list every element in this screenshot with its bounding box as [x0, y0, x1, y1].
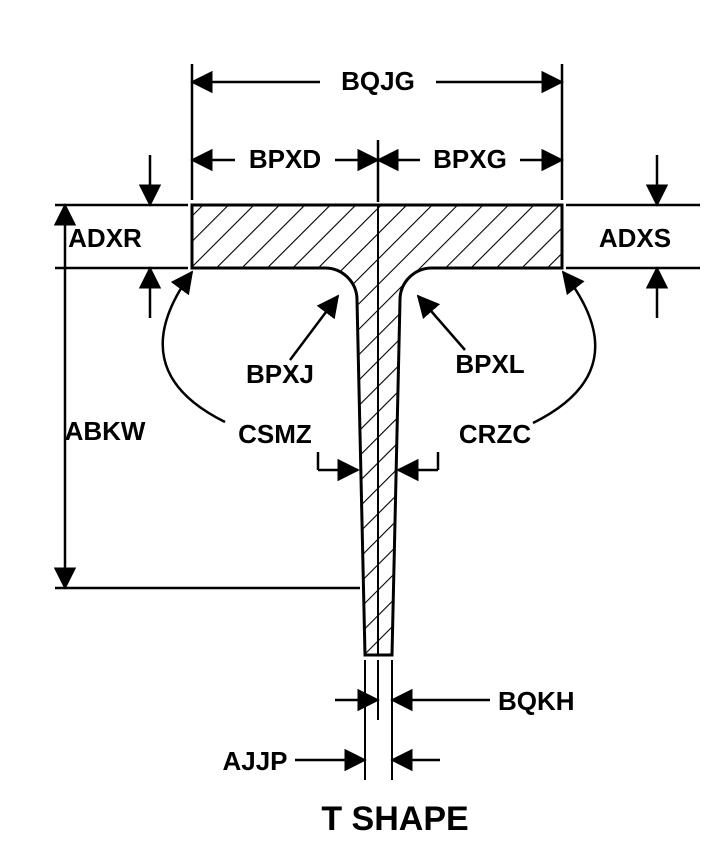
dim-adxr: ADXR: [55, 155, 188, 318]
dim-bpxd-bpxg: BPXD BPXG: [192, 140, 562, 202]
label-bqkh: BQKH: [498, 686, 575, 716]
leader-bpxl: BPXL: [418, 296, 525, 379]
leader-csmz: CSMZ: [238, 419, 358, 470]
dim-ajjp: AJJP: [222, 720, 440, 780]
dim-bqkh: BQKH: [335, 686, 575, 716]
title: T SHAPE: [321, 800, 468, 838]
label-adxr: ADXR: [68, 223, 142, 253]
label-bpxl: BPXL: [455, 349, 524, 379]
leader-bpxj: BPXJ: [246, 296, 338, 389]
leader-left-curve: [163, 272, 225, 422]
label-crzc: CRZC: [459, 419, 531, 449]
label-csmz: CSMZ: [238, 419, 312, 449]
dim-adxs: ADXS: [566, 155, 700, 318]
label-bpxj: BPXJ: [246, 359, 314, 389]
label-bpxd: BPXD: [249, 144, 321, 174]
label-bpxg: BPXG: [433, 144, 507, 174]
label-abkw: ABKW: [65, 416, 146, 446]
label-bqjg: BQJG: [341, 66, 415, 96]
label-adxs: ADXS: [599, 223, 671, 253]
label-ajjp: AJJP: [222, 746, 287, 776]
